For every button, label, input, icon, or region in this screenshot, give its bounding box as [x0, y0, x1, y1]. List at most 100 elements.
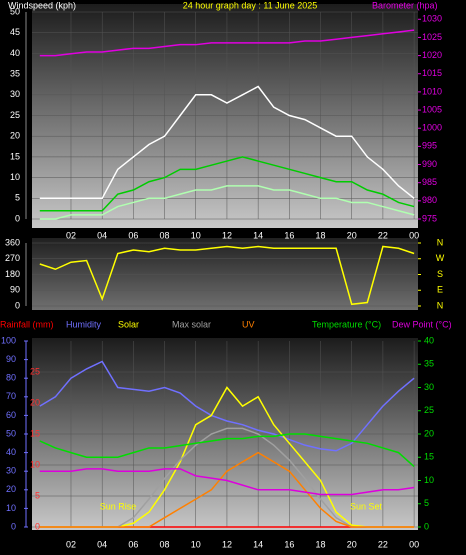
legend-entry: Humidity — [66, 319, 102, 329]
y2-tick-label: 985 — [422, 177, 437, 187]
y2-tick-label: 20 — [424, 428, 434, 438]
series-line — [39, 433, 415, 468]
annotation: Sun Set — [350, 501, 383, 511]
y3-tick-label: 0 — [11, 521, 16, 531]
legend-entry: UV — [242, 319, 255, 329]
x-tick-label: 08 — [160, 539, 170, 549]
y-tick-label: 25 — [10, 110, 20, 120]
y2-tick-label: N — [437, 237, 444, 247]
y2-tick-label: 1015 — [422, 68, 442, 78]
y2-tick-label: 30 — [424, 382, 434, 392]
y-tick-label: 0 — [15, 300, 20, 310]
x-tick-label: 06 — [128, 539, 138, 549]
legend-entry: Rainfall (mm) — [0, 319, 54, 329]
y-tick-label: 20 — [10, 131, 20, 141]
x-tick-label: 16 — [284, 539, 294, 549]
y2-tick-label: E — [437, 285, 443, 295]
y-label: Windspeed (kph) — [8, 0, 76, 10]
x-tick-label: 02 — [66, 539, 76, 549]
chart-title: 24 hour graph day : 11 June 2025 — [183, 0, 317, 10]
y2-tick-label: 1030 — [422, 14, 442, 24]
y2-tick-label: S — [437, 269, 443, 279]
y-tick-label: 180 — [5, 269, 20, 279]
y2-tick-label: 980 — [422, 195, 437, 205]
x-tick-label: 14 — [253, 230, 263, 240]
y2-tick-label: 0 — [424, 521, 429, 531]
x-tick-label: 20 — [347, 230, 357, 240]
annotation: Sun Rise — [100, 501, 137, 511]
y2-label: Barometer (hpa) — [372, 0, 438, 10]
y2-tick-label: 15 — [424, 452, 434, 462]
legend-entry: Temperature (°C) — [312, 319, 381, 329]
y3-tick-label: 90 — [6, 354, 16, 364]
series-line — [39, 360, 415, 452]
y-tick-label: 15 — [30, 428, 40, 438]
x-tick-label: 08 — [160, 230, 170, 240]
y2-tick-label: 1005 — [422, 104, 442, 114]
x-tick-label: 10 — [191, 230, 201, 240]
y3-tick-label: 70 — [6, 391, 16, 401]
plot-bg — [32, 238, 418, 310]
y2-tick-label: 975 — [422, 213, 437, 223]
y-tick-label: 5 — [15, 193, 20, 203]
y-tick-label: 25 — [30, 366, 40, 376]
x-tick-label: 02 — [66, 230, 76, 240]
y3-tick-label: 20 — [6, 484, 16, 494]
x-tick-label: 00 — [409, 539, 419, 549]
y-tick-label: 10 — [10, 172, 20, 182]
series-line — [39, 245, 415, 306]
y2-tick-label: 5 — [424, 498, 429, 508]
y2-tick-label: 990 — [422, 159, 437, 169]
x-tick-label: 14 — [253, 539, 263, 549]
legend-entry: Dew Point (°C) — [392, 319, 452, 329]
y-tick-label: 0 — [15, 213, 20, 223]
y2-tick-label: 1025 — [422, 32, 442, 42]
y3-tick-label: 30 — [6, 466, 16, 476]
y2-tick-label: 40 — [424, 335, 434, 345]
y-tick-label: 40 — [10, 48, 20, 58]
y2-tick-label: N — [437, 300, 444, 310]
y-tick-label: 50 — [10, 6, 20, 16]
x-tick-label: 20 — [347, 539, 357, 549]
y-tick-label: 15 — [10, 151, 20, 161]
y3-tick-label: 60 — [6, 410, 16, 420]
x-tick-label: 18 — [316, 230, 326, 240]
y2-tick-label: 1010 — [422, 86, 442, 96]
y3-tick-label: 40 — [6, 447, 16, 457]
y2-tick-label: W — [436, 253, 445, 263]
y-tick-label: 360 — [5, 237, 20, 247]
x-tick-label: 22 — [378, 539, 388, 549]
y-tick-label: 10 — [30, 459, 40, 469]
series-line — [39, 156, 415, 212]
x-tick-label: 16 — [284, 230, 294, 240]
y-tick-label: 20 — [30, 397, 40, 407]
plot-bg — [32, 4, 418, 228]
x-tick-label: 18 — [316, 539, 326, 549]
series-line — [39, 29, 415, 57]
x-tick-label: 04 — [97, 539, 107, 549]
y2-tick-label: 35 — [424, 359, 434, 369]
legend-entry: Solar — [118, 319, 139, 329]
legend-entry: Max solar — [172, 319, 211, 329]
x-tick-label: 12 — [222, 230, 232, 240]
x-tick-label: 10 — [191, 539, 201, 549]
y-tick-label: 90 — [10, 285, 20, 295]
x-tick-label: 04 — [97, 230, 107, 240]
x-tick-label: 00 — [409, 230, 419, 240]
series-line — [39, 85, 415, 200]
y2-tick-label: 1020 — [422, 50, 442, 60]
y-tick-label: 5 — [35, 490, 40, 500]
x-tick-label: 06 — [128, 230, 138, 240]
y2-tick-label: 995 — [422, 141, 437, 151]
y-tick-label: 35 — [10, 68, 20, 78]
series-line — [39, 468, 415, 496]
y-tick-label: 0 — [35, 521, 40, 531]
y-tick-label: 270 — [5, 253, 20, 263]
y2-tick-label: 25 — [424, 405, 434, 415]
y3-tick-label: 100 — [1, 335, 16, 345]
series-line — [39, 451, 415, 528]
y3-tick-label: 10 — [6, 503, 16, 513]
y3-tick-label: 50 — [6, 428, 16, 438]
y2-tick-label: 10 — [424, 475, 434, 485]
